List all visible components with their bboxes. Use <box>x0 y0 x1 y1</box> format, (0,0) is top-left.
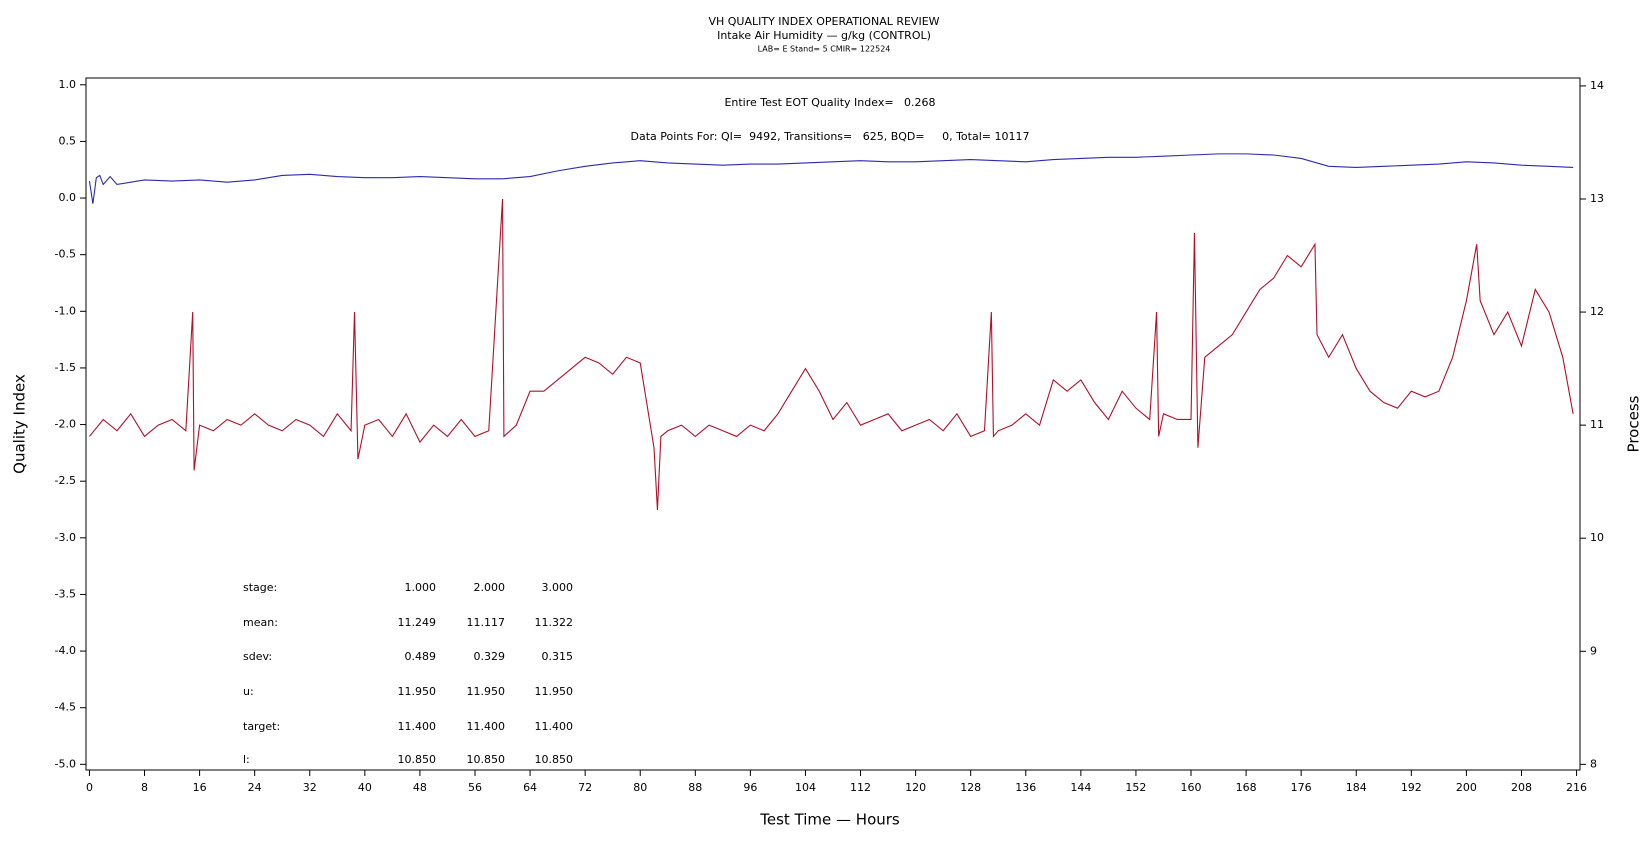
y2-tick-label: 10 <box>1590 531 1604 544</box>
series-line <box>88 153 1574 204</box>
y-tick-label: 0.5 <box>59 134 77 147</box>
x-tick-label: 80 <box>633 781 647 794</box>
y2-tick-label: 14 <box>1590 79 1604 92</box>
x-tick-label: 192 <box>1401 781 1422 794</box>
stat-value: 1.000 <box>405 581 437 594</box>
y2-tick-label: 13 <box>1590 192 1604 205</box>
stat-value: 10.850 <box>535 753 574 766</box>
x-tick-label: 176 <box>1291 781 1312 794</box>
stat-value: 11.322 <box>535 616 574 629</box>
chart-subtitle: Intake Air Humidity — g/kg (CONTROL) <box>717 29 931 42</box>
stat-label: u: <box>243 685 254 698</box>
stat-value: 11.249 <box>398 616 437 629</box>
y2-axis-label: Process <box>1625 395 1643 452</box>
y-tick-label: -2.0 <box>55 418 76 431</box>
y-tick-label: -3.0 <box>55 531 76 544</box>
x-tick-label: 24 <box>248 781 262 794</box>
x-tick-label: 0 <box>86 781 93 794</box>
x-tick-label: 184 <box>1346 781 1367 794</box>
stat-value: 0.329 <box>474 650 506 663</box>
y-axis-label: Quality Index <box>11 374 29 474</box>
y2-tick-label: 11 <box>1590 418 1604 431</box>
y-tick-label: -4.5 <box>55 701 76 714</box>
stat-value: 10.850 <box>467 753 506 766</box>
y-tick-label: 0.0 <box>59 191 77 204</box>
stat-value: 11.400 <box>535 720 574 733</box>
stat-label: target: <box>243 720 280 733</box>
stat-value: 11.400 <box>467 720 506 733</box>
x-tick-label: 8 <box>141 781 148 794</box>
x-tick-label: 112 <box>850 781 871 794</box>
stat-value: 0.489 <box>405 650 437 663</box>
x-tick-label: 144 <box>1070 781 1091 794</box>
y2-tick-label: 12 <box>1590 305 1604 318</box>
x-tick-label: 208 <box>1511 781 1532 794</box>
annotation: Data Points For: QI= 9492, Transitions= … <box>631 130 1030 143</box>
stat-value: 11.400 <box>398 720 437 733</box>
x-tick-label: 40 <box>358 781 372 794</box>
x-tick-label: 200 <box>1456 781 1477 794</box>
stat-value: 10.850 <box>398 753 437 766</box>
chart-title: VH QUALITY INDEX OPERATIONAL REVIEW <box>708 15 939 28</box>
series-line <box>89 198 1574 510</box>
x-tick-label: 160 <box>1181 781 1202 794</box>
x-tick-label: 128 <box>960 781 981 794</box>
y-tick-label: -0.5 <box>55 248 76 261</box>
x-tick-label: 96 <box>743 781 757 794</box>
x-tick-label: 216 <box>1566 781 1587 794</box>
stat-value: 11.117 <box>467 616 506 629</box>
x-tick-label: 168 <box>1236 781 1257 794</box>
stat-value: 0.315 <box>542 650 574 663</box>
stat-value: 11.950 <box>398 685 437 698</box>
chart-subtitle: LAB= E Stand= 5 CMIR= 122524 <box>758 45 891 54</box>
stat-value: 3.000 <box>542 581 574 594</box>
y-tick-label: -2.5 <box>55 474 76 487</box>
stat-label: stage: <box>243 581 277 594</box>
x-axis-label: Test Time — Hours <box>759 811 900 829</box>
x-tick-label: 16 <box>193 781 207 794</box>
stat-label: sdev: <box>243 650 272 663</box>
x-tick-label: 136 <box>1015 781 1036 794</box>
plot-frame <box>85 77 1581 771</box>
x-tick-label: 32 <box>303 781 317 794</box>
annotation: Entire Test EOT Quality Index= 0.268 <box>724 96 935 109</box>
y-tick-label: 1.0 <box>59 78 77 91</box>
y-tick-label: -3.5 <box>55 587 76 600</box>
y-tick-label: -5.0 <box>55 757 76 770</box>
y-tick-label: -4.0 <box>55 644 76 657</box>
stat-label: mean: <box>243 616 278 629</box>
stat-value: 11.950 <box>467 685 506 698</box>
y-tick-label: -1.0 <box>55 304 76 317</box>
stat-value: 2.000 <box>474 581 506 594</box>
stat-label: l: <box>243 753 250 766</box>
y-tick-label: -1.5 <box>55 361 76 374</box>
y2-tick-label: 9 <box>1590 644 1597 657</box>
x-tick-label: 48 <box>413 781 427 794</box>
x-tick-label: 64 <box>523 781 537 794</box>
x-tick-label: 56 <box>468 781 482 794</box>
x-tick-label: 88 <box>688 781 702 794</box>
x-tick-label: 152 <box>1125 781 1146 794</box>
x-tick-label: 72 <box>578 781 592 794</box>
stat-value: 11.950 <box>535 685 574 698</box>
x-tick-label: 104 <box>795 781 816 794</box>
y2-tick-label: 8 <box>1590 757 1597 770</box>
x-tick-label: 120 <box>905 781 926 794</box>
